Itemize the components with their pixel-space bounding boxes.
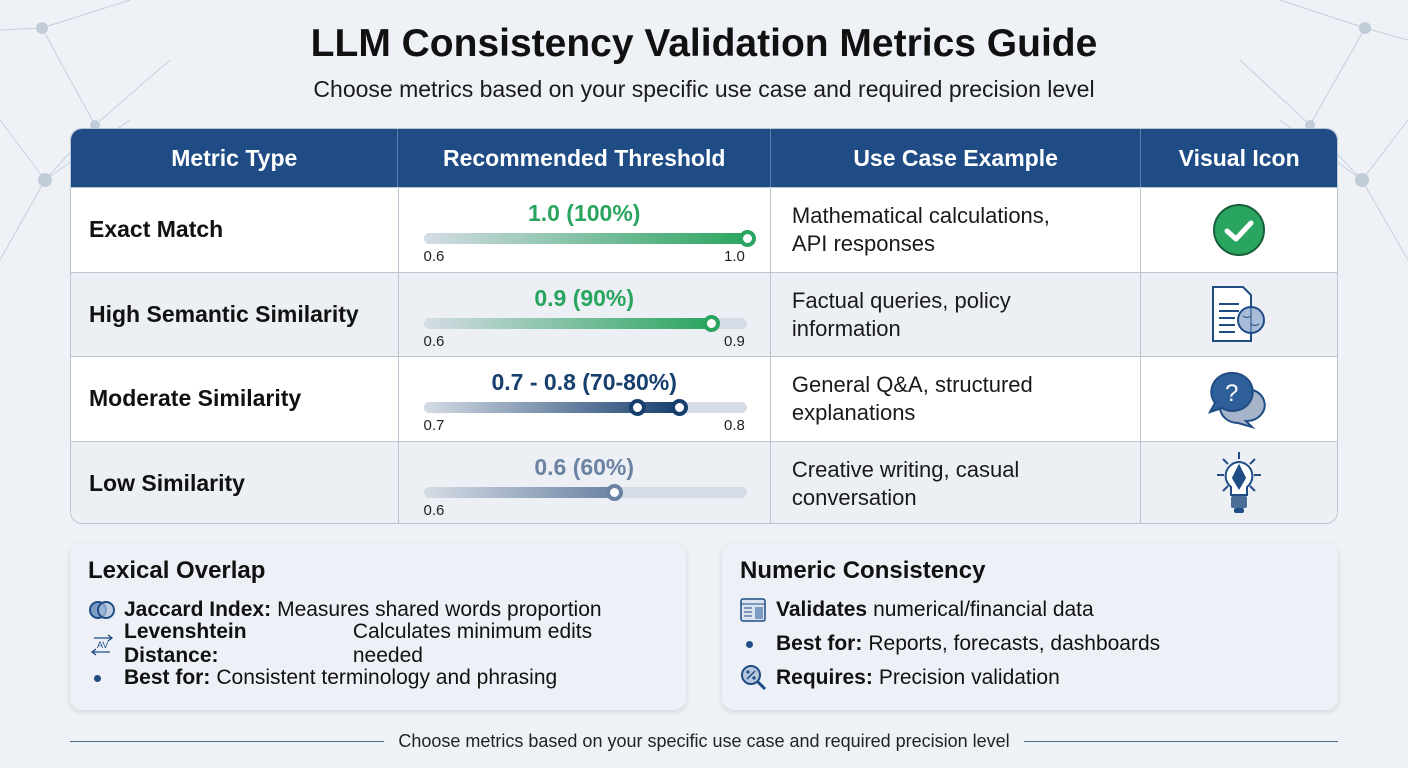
threshold-cell: 1.0 (100%) 0.6 1.0 [399, 188, 771, 272]
table-row: Moderate Similarity 0.7 - 0.8 (70-80%) 0… [71, 356, 1337, 441]
item-text: Reports, forecasts, dashboards [868, 632, 1161, 655]
threshold-marker [702, 314, 720, 332]
use-case-line: conversation [791, 484, 917, 510]
range-min-label: 0.6 [423, 501, 445, 519]
threshold-value: 1.0 (100%) [527, 200, 641, 226]
threshold-value: 0.7 - 0.8 (70-80%) [491, 369, 677, 395]
item-text: numerical/financial data [873, 598, 1094, 621]
item-text: Precision validation [878, 666, 1060, 689]
table-header: Metric Type Recommended Threshold Use Ca… [71, 129, 1337, 187]
threshold-cell: 0.7 - 0.8 (70-80%) 0.7 0.8 [399, 357, 771, 441]
item-text: Measures shared words proportion [277, 598, 602, 621]
divider [1023, 741, 1339, 742]
page-title: LLM Consistency Validation Metrics Guide [310, 22, 1098, 65]
threshold-bar [423, 314, 747, 332]
metric-type: Moderate Similarity [71, 357, 399, 441]
table-row: Low Similarity 0.6 (60%) 0.6 Creative wr… [71, 440, 1337, 524]
page-subtitle: Choose metrics based on your specific us… [313, 76, 1095, 102]
document-brain-icon [1141, 273, 1337, 357]
item-label: Levenshtein Distance: [124, 620, 247, 667]
metric-type: Exact Match [71, 188, 399, 272]
svg-text:AV: AV [97, 640, 108, 650]
use-case-line: API responses [791, 231, 935, 256]
bullet-icon [746, 640, 753, 648]
use-case-line: explanations [791, 400, 916, 425]
threshold-fill [423, 233, 747, 244]
item-text: Consistent terminology and phrasing [216, 666, 558, 689]
footer: Choose metrics based on your specific us… [70, 731, 1339, 752]
item-text: Calculates minimum edits needed [352, 620, 593, 667]
threshold-marker [606, 483, 624, 501]
range-max-label: 1.0 [724, 248, 745, 265]
threshold-bar [423, 399, 747, 416]
use-case-line: Factual queries, policy [791, 287, 1011, 313]
column-header: Visual Icon [1178, 144, 1300, 171]
range-max-label: 0.9 [724, 332, 745, 350]
use-case-line: General Q&A, structured [791, 372, 1033, 397]
metric-type: High Semantic Similarity [71, 272, 399, 356]
footer-text: Choose metrics based on your specific us… [398, 731, 1010, 751]
use-case-line: Mathematical calculations, [791, 203, 1050, 228]
item-label: Best for: [124, 666, 211, 689]
svg-text:?: ? [1225, 380, 1238, 407]
item-label: Jaccard Index: [124, 598, 272, 621]
threshold-value: 0.6 (60%) [534, 453, 635, 480]
metrics-table: Metric Type Recommended Threshold Use Ca… [70, 128, 1338, 524]
threshold-cell: 0.9 (90%) 0.6 0.9 [399, 272, 771, 356]
percent-search-icon [740, 664, 776, 692]
threshold-fill [423, 317, 711, 329]
threshold-marker [738, 230, 756, 247]
list-item: Validates numerical/financial data [740, 593, 1320, 627]
use-case: Creative writing, casual conversation [771, 441, 1142, 523]
threshold-value: 0.9 (90%) [534, 284, 635, 311]
threshold-bar [423, 230, 756, 247]
threshold-marker [670, 399, 688, 416]
item-label: Requires: [776, 666, 873, 689]
range-min-label: 0.7 [423, 417, 445, 434]
lexical-overlap-card: Lexical Overlap Jaccard Index: Measures s… [70, 543, 686, 710]
list-item: AV Levenshtein Distance: Calculates minim… [88, 620, 668, 667]
list-item: Jaccard Index: Measures shared words prop… [88, 593, 668, 627]
text-transform-icon: AV [88, 632, 124, 656]
card-title: Numeric Consistency [740, 557, 986, 584]
lightbulb-pen-icon [1141, 442, 1337, 524]
list-item: Best for: Consistent terminology and phra… [88, 661, 668, 695]
range-max-label: 0.8 [724, 417, 745, 434]
card-title: Lexical Overlap [88, 557, 266, 584]
use-case: Mathematical calculations, API responses [771, 188, 1142, 272]
threshold-cell: 0.6 (60%) 0.6 [399, 441, 771, 523]
column-header: Metric Type [71, 129, 399, 187]
divider [70, 741, 385, 742]
table-row: High Semantic Similarity 0.9 (90%) 0.6 0… [71, 271, 1337, 357]
column-header: Use Case Example [771, 129, 1142, 187]
threshold-bar [423, 483, 747, 501]
list-item: Best for: Reports, forecasts, dashboards [740, 627, 1320, 661]
table-row: Exact Match 1.0 (100%) 0.6 1.0 Mathemati… [71, 187, 1337, 272]
column-header: Recommended Threshold [398, 129, 771, 187]
item-label: Validates [776, 598, 868, 621]
venn-icon [88, 599, 124, 621]
threshold-fill [423, 402, 679, 413]
item-label: Best for: [776, 632, 863, 655]
range-min-label: 0.6 [423, 332, 445, 350]
metric-type: Low Similarity [71, 441, 399, 523]
list-item: Requires: Precision validation [740, 661, 1320, 695]
threshold-fill [423, 486, 615, 498]
range-min-label: 0.6 [423, 248, 445, 265]
numeric-consistency-card: Numeric Consistency Validates numerical/f… [722, 543, 1338, 710]
use-case: Factual queries, policy information [771, 272, 1142, 356]
use-case-line: Creative writing, casual [791, 456, 1020, 482]
bullet-icon [94, 674, 101, 682]
use-case: General Q&A, structured explanations [771, 357, 1142, 441]
calculator-icon [740, 597, 776, 623]
question-chat-icon: ? [1141, 357, 1337, 441]
use-case-line: information [791, 315, 901, 341]
check-circle-icon [1141, 188, 1337, 272]
threshold-marker [628, 399, 646, 416]
